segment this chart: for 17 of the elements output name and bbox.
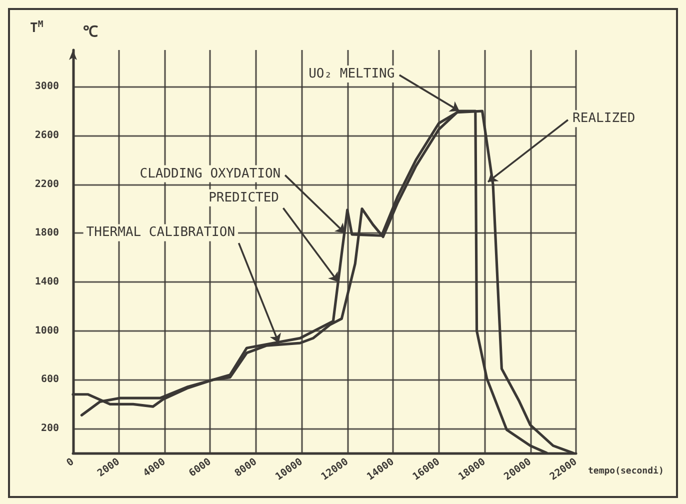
y-tick-label: 2200 [34, 178, 59, 190]
annotation: PREDICTED [208, 190, 280, 206]
y-tick-label: 1000 [34, 325, 59, 336]
y-tick-label: 2600 [34, 130, 59, 141]
y-tick-label: 600 [40, 374, 59, 386]
annotation: UO₂ MELTING [308, 66, 395, 82]
y-axis-title: T$^{M}$ [30, 20, 44, 36]
annotation: THERMAL CALIBRATION [86, 225, 236, 240]
y-tick-label: 1400 [34, 276, 59, 288]
y-tick-label: 1800 [34, 228, 59, 239]
annotation: REALIZED [572, 111, 636, 126]
text: ℃ [83, 22, 98, 40]
x-tick-label: 0 [64, 456, 76, 469]
y-tick-label: 3000 [34, 81, 59, 92]
annotation: CLADDING OXYDATION [140, 166, 281, 182]
x-axis-title: tempo(secondi) [588, 466, 664, 476]
y-tick-label: 200 [40, 423, 59, 434]
